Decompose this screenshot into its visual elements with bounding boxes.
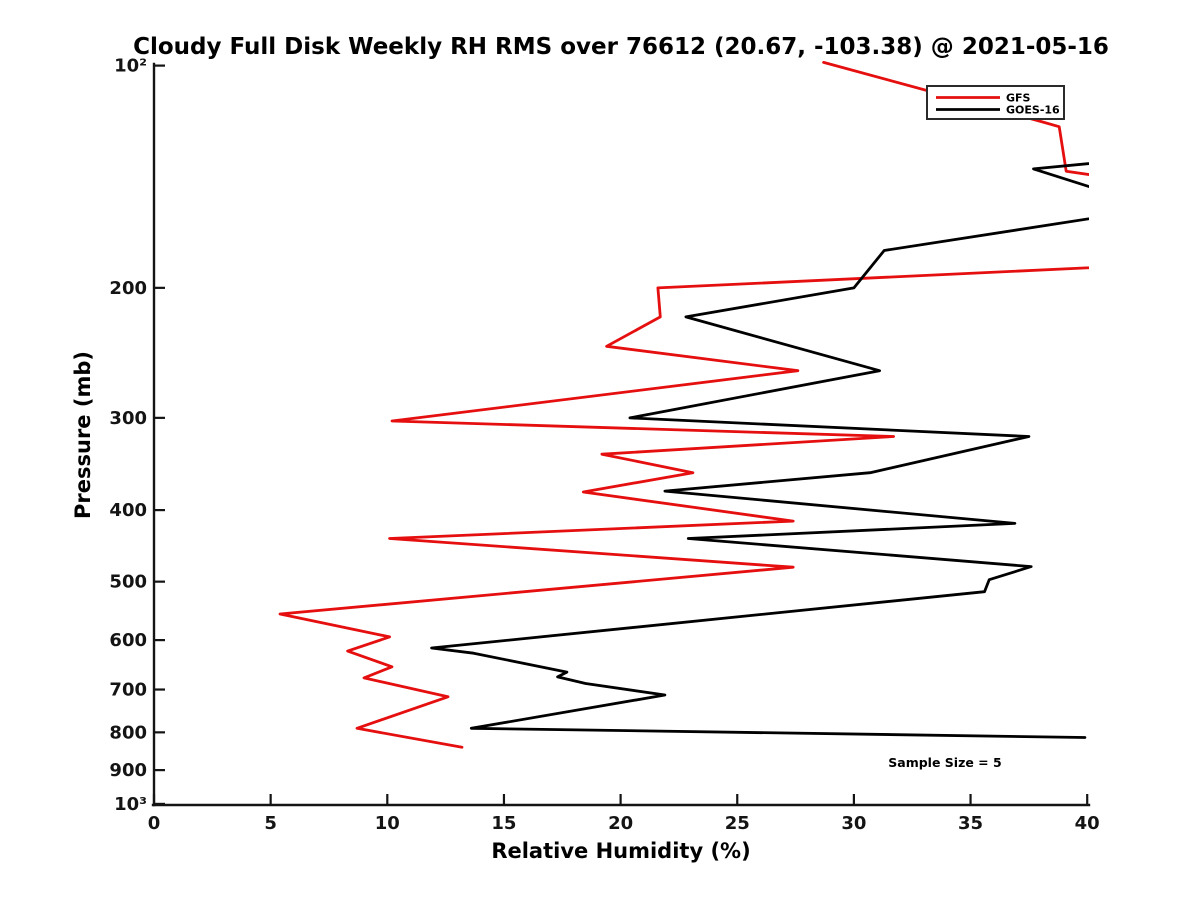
sample-size-annotation: Sample Size = 5 xyxy=(888,755,1001,770)
x-tick-label: 15 xyxy=(491,813,516,834)
legend-goes16-label: GOES-16 xyxy=(1006,104,1060,117)
x-tick-label: 30 xyxy=(841,813,866,834)
goes16-line xyxy=(430,162,1089,739)
y-tick-label: 900 xyxy=(109,760,147,781)
x-tick-label: 25 xyxy=(725,813,750,834)
y-tick-label: 400 xyxy=(109,500,147,521)
x-axis-ticks: 0 5 10 15 20 25 30 35 40 xyxy=(148,794,1100,834)
x-tick-label: 20 xyxy=(608,813,633,834)
x-tick-label: 35 xyxy=(958,813,983,834)
legend: GFS GOES-16 xyxy=(926,85,1065,120)
x-tick-label: 5 xyxy=(264,813,277,834)
y-tick-label: 10³ xyxy=(114,794,147,815)
y-axis-label: Pressure (mb) xyxy=(71,351,95,519)
y-tick-label: 600 xyxy=(109,630,147,651)
y-tick-label: 10² xyxy=(114,56,147,77)
chart-title: Cloudy Full Disk Weekly RH RMS over 7661… xyxy=(133,34,1109,60)
x-tick-label: 10 xyxy=(375,813,400,834)
series-layer xyxy=(278,61,1089,749)
y-tick-label: 300 xyxy=(109,408,147,429)
y-tick-label: 700 xyxy=(109,680,147,701)
y-tick-label: 800 xyxy=(109,722,147,743)
y-axis-ticks: 10² 200 300 400 500 600 700 800 900 10³ xyxy=(109,56,165,815)
legend-gfs-label: GFS xyxy=(1006,92,1031,105)
x-tick-label: 0 xyxy=(148,813,161,834)
legend-box xyxy=(926,85,1065,120)
x-tick-label: 40 xyxy=(1075,813,1100,834)
y-tick-label: 200 xyxy=(109,278,147,299)
plot-frame xyxy=(151,62,1091,807)
x-axis-label: Relative Humidity (%) xyxy=(491,839,750,863)
gfs-line xyxy=(278,61,1089,749)
y-tick-label: 500 xyxy=(109,572,147,593)
